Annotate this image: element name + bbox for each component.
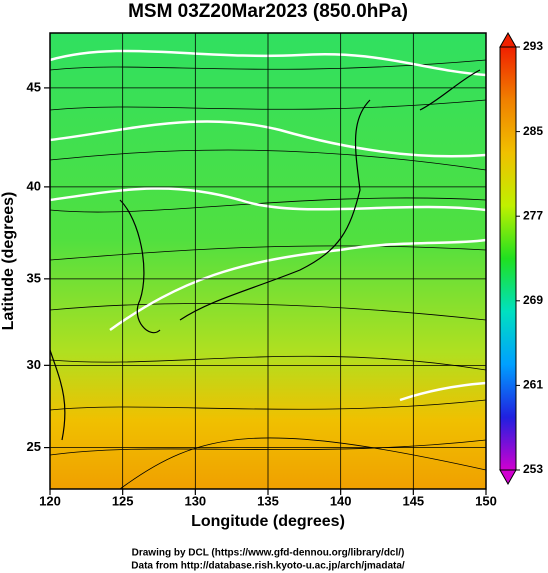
y-axis-label: Latitude (degrees) [0,192,17,331]
chart-title: MSM 03Z20Mar2023 (850.0hPa) [128,1,408,22]
x-tick-label: 120 [39,493,61,508]
colorbar-tick-label: 293 [523,39,543,53]
y-tick-label: 45 [27,79,41,94]
x-tick-label: 150 [475,493,497,508]
colorbar-bottom-arrow [499,469,517,486]
colorbar-tick-label: 277 [523,208,543,222]
isotherms [49,49,487,402]
y-tick-label: 40 [27,178,41,193]
footer-line: Data from http://database.rish.kyoto-u.a… [131,561,405,572]
x-tick-label: 145 [402,493,424,508]
colorbar [499,46,517,471]
footer-line: Drawing by DCL (https://www.gfd-dennou.o… [132,548,405,559]
streamlines [49,59,487,490]
x-tick-label: 125 [112,493,134,508]
colorbar-top-arrow [499,31,517,48]
x-tick-label: 140 [330,493,352,508]
x-tick-label: 135 [257,493,279,508]
colorbar-tick-label: 285 [523,124,543,138]
y-tick-label: 30 [27,357,41,372]
y-tick-label: 25 [27,439,41,454]
x-axis-label: Longitude (degrees) [191,513,345,530]
x-tick-label: 130 [184,493,206,508]
colorbar-tick-label: 269 [523,293,543,307]
coastline [49,69,481,441]
colorbar-tick-label: 261 [523,378,543,392]
plot-frame [49,32,487,490]
y-tick-label: 35 [27,270,41,285]
colorbar-tick-label: 253 [523,462,543,476]
